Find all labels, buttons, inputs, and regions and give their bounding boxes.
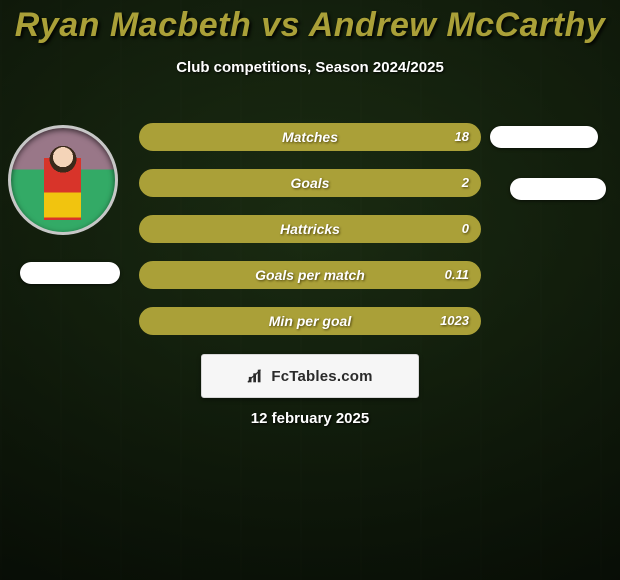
stat-value: 2 <box>462 171 469 195</box>
stats-bars: Matches 18 Goals 2 Hattricks 0 Goals per… <box>139 123 481 353</box>
stat-value: 18 <box>455 125 469 149</box>
player-left-avatar <box>8 125 118 235</box>
stat-label: Hattricks <box>141 217 479 241</box>
stat-label: Goals <box>141 171 479 195</box>
bar-chart-icon <box>247 367 265 385</box>
stat-bar: Matches 18 <box>139 123 481 151</box>
brand-badge[interactable]: FcTables.com <box>201 354 419 398</box>
stat-bar: Goals per match 0.11 <box>139 261 481 289</box>
stat-bar: Min per goal 1023 <box>139 307 481 335</box>
stat-bar: Goals 2 <box>139 169 481 197</box>
player-right-name-pill-1 <box>490 126 598 148</box>
page-title: Ryan Macbeth vs Andrew McCarthy <box>0 0 620 45</box>
snapshot-date: 12 february 2025 <box>0 410 620 427</box>
stat-value: 0 <box>462 217 469 241</box>
stat-label: Goals per match <box>141 263 479 287</box>
stat-value: 1023 <box>440 309 469 333</box>
stat-label: Matches <box>141 125 479 149</box>
stat-bar: Hattricks 0 <box>139 215 481 243</box>
subtitle: Club competitions, Season 2024/2025 <box>0 59 620 76</box>
stat-value: 0.11 <box>445 263 469 287</box>
player-left-name-pill <box>20 262 120 284</box>
brand-text: FcTables.com <box>271 368 372 385</box>
player-right-name-pill-2 <box>510 178 606 200</box>
stat-label: Min per goal <box>141 309 479 333</box>
